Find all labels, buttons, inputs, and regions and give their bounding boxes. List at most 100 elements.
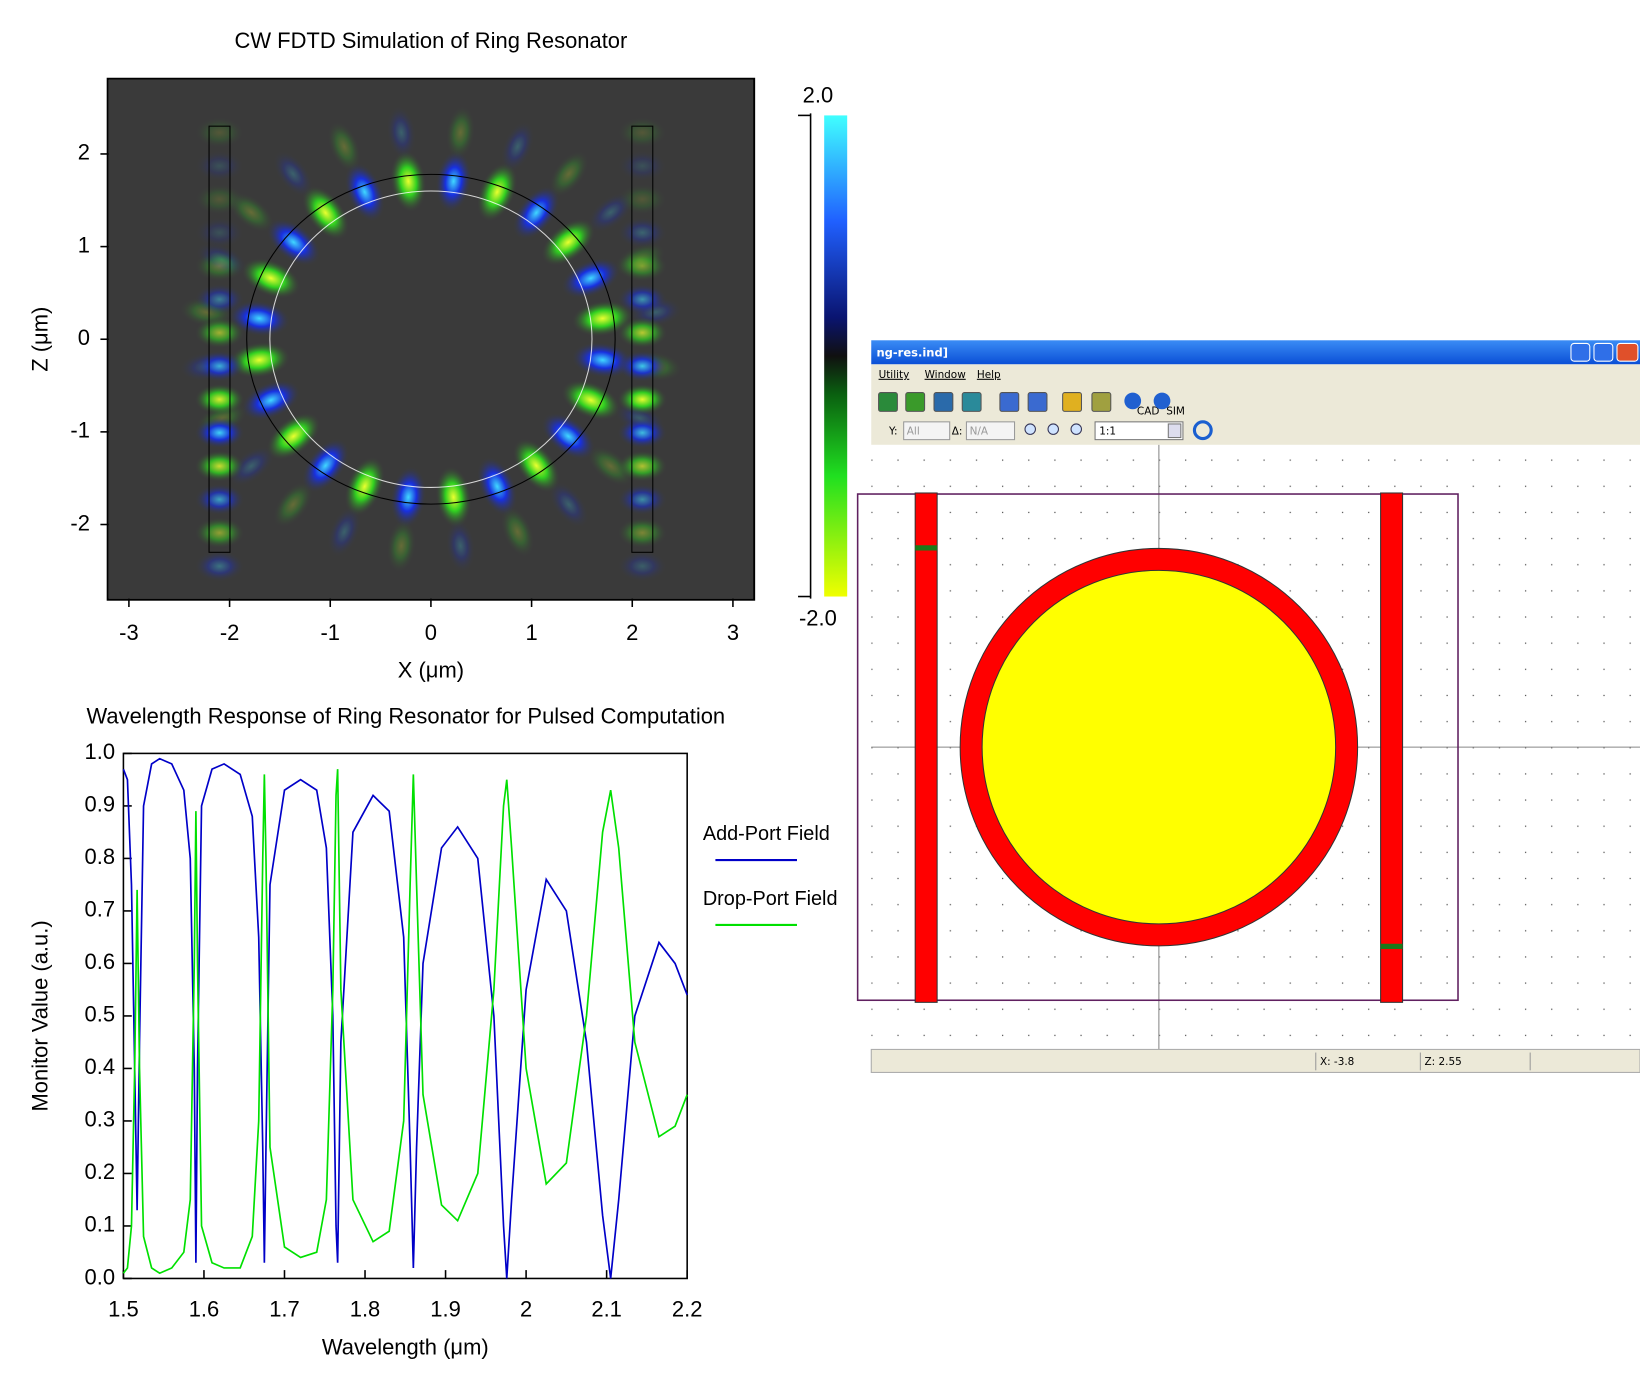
field-lobe (617, 183, 668, 216)
field-lobe (386, 518, 417, 573)
y-tick-label: -1 (70, 418, 90, 443)
maximize-button[interactable] (1593, 342, 1614, 362)
field-lobe (617, 317, 668, 349)
x-tick-label: 1.8 (350, 1297, 381, 1322)
field-lobe (327, 506, 362, 558)
field-lobe (266, 412, 321, 460)
zoom-icon[interactable] (1047, 423, 1059, 435)
field-lobe (445, 518, 476, 573)
field-lobe (194, 417, 245, 449)
window-title: ng-res.ind] (876, 345, 947, 359)
menu-item: Utility (879, 369, 910, 381)
colorbar-tick-label: 2.0 (803, 82, 834, 107)
dropdown-button[interactable] (1167, 423, 1182, 439)
field-lobe (476, 162, 518, 222)
x-tick-label: 1 (525, 620, 537, 645)
field-lobe (617, 383, 668, 416)
field-lobe (266, 218, 321, 266)
x-tick-label: 1.5 (108, 1297, 139, 1322)
y-axis-label: Z (μm) (28, 307, 53, 372)
toolbar-icon[interactable] (999, 392, 1020, 412)
field-lobe (512, 438, 561, 493)
toolbar-icon[interactable] (1091, 392, 1112, 412)
field-lobe (587, 445, 634, 487)
series-line (122, 769, 688, 1275)
y-tick-label: 0.5 (85, 1002, 116, 1027)
field-lobe (194, 150, 245, 182)
toolbar-icon[interactable] (1124, 392, 1142, 410)
waveguide-outline (631, 125, 654, 553)
domain-boundary (856, 493, 1459, 1002)
field-lobe (301, 185, 350, 240)
input-text: All (907, 425, 920, 437)
y-tick-label: 0.6 (85, 949, 116, 974)
toolbar-icon[interactable] (1062, 392, 1083, 412)
x-tick-label: 2.2 (672, 1297, 703, 1322)
zoom-icon[interactable] (1070, 423, 1083, 435)
y-tick-label: 0.8 (85, 844, 116, 869)
y-tick-label: 0.3 (85, 1107, 116, 1132)
field-lobe (194, 183, 245, 216)
toolbar-icon[interactable] (933, 392, 954, 412)
field-lobe (194, 250, 245, 282)
input-text: N/A (970, 425, 989, 437)
field-lobe (272, 150, 314, 198)
field-lobe (500, 506, 535, 558)
toolbar: Utility Window Help CAD SIM Y: All Δ: N/A 1:1 (878, 369, 1213, 441)
y-tick-label: 0.7 (85, 897, 116, 922)
zoom-icon[interactable] (1024, 423, 1036, 435)
y-tick-label: 0.0 (85, 1264, 116, 1289)
ring-outline (246, 173, 616, 505)
toolbar-icon[interactable] (961, 392, 982, 412)
chart-title: Wavelength Response of Ring Resonator fo… (87, 704, 726, 729)
icon-label: SIM (1166, 405, 1185, 417)
icon-label: CAD (1137, 405, 1159, 417)
minimize-button[interactable] (1570, 342, 1591, 362)
field-lobe (386, 105, 417, 160)
field-lobe (228, 300, 291, 337)
field-lobe (327, 120, 362, 173)
status-x: X: -3.8 (1320, 1056, 1354, 1068)
y-tick-label: 0 (78, 325, 90, 350)
toolbar-icon[interactable] (1153, 392, 1171, 410)
waveguide (914, 492, 938, 1003)
zoom-select[interactable] (1094, 421, 1184, 441)
field-lobe (344, 162, 386, 222)
field-lobe (476, 456, 518, 517)
status-bar (870, 1048, 1640, 1073)
toolbar-icon[interactable] (905, 392, 926, 412)
input-box[interactable] (903, 421, 951, 441)
x-tick-label: 2.1 (591, 1297, 622, 1322)
x-axis-label: Wavelength (μm) (322, 1334, 489, 1359)
y-tick-label: 2 (78, 140, 90, 165)
refresh-icon[interactable] (1192, 420, 1213, 441)
cad-window: ng-res.ind] Utility Window Help CAD SIM Y: All… (856, 340, 1640, 1073)
field-lobe (571, 300, 634, 337)
field-lobe (194, 350, 245, 382)
field-lobe (617, 350, 668, 382)
field-lobe (194, 283, 245, 316)
zoom-value: 1:1 (1099, 425, 1116, 437)
ring-outline (269, 190, 593, 488)
field-lobe (548, 481, 590, 528)
field-lobe (194, 383, 245, 416)
field-lobe (194, 217, 245, 249)
field-lobe (227, 445, 275, 487)
field-lobe (435, 466, 472, 529)
y-tick-label: 1.0 (85, 739, 116, 764)
field-lobe (194, 517, 245, 549)
field-lobe (617, 550, 668, 582)
monitor (915, 545, 938, 551)
y-tick-label: 0.2 (85, 1159, 116, 1184)
field-lobe (344, 456, 386, 517)
y-tick-label: 0.9 (85, 792, 116, 817)
close-button[interactable] (1616, 342, 1639, 362)
toolbar-icon[interactable] (878, 392, 898, 412)
x-tick-label: 1.9 (430, 1297, 461, 1322)
toolbar-icon[interactable] (1027, 392, 1048, 412)
field-lobe (617, 417, 668, 449)
field-lobe (390, 150, 427, 213)
field-lobe (194, 483, 245, 516)
input-box[interactable] (965, 421, 1016, 441)
